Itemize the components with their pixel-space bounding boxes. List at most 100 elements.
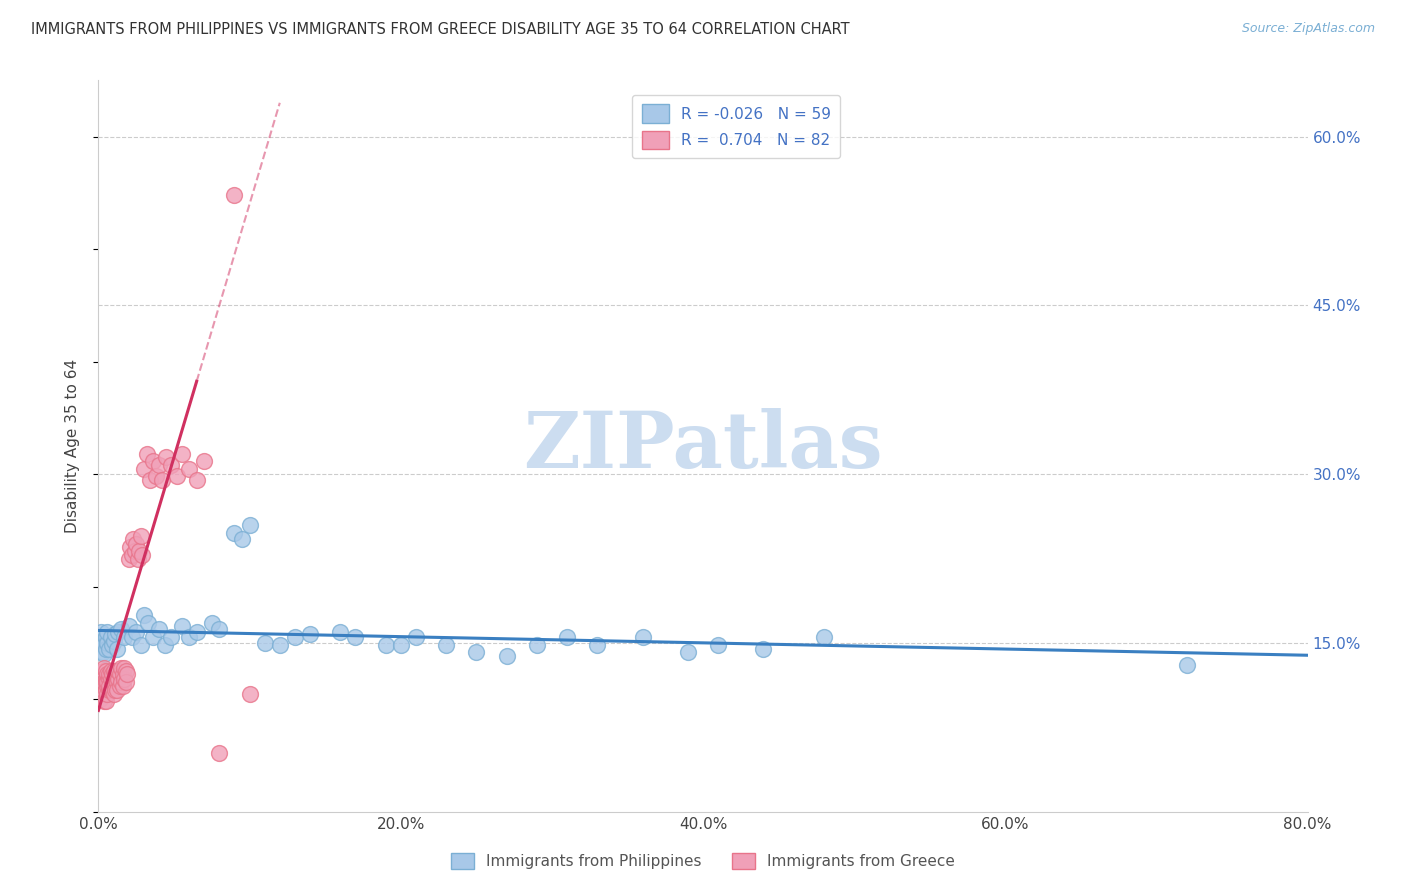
Point bbox=[124, 543, 146, 558]
Point bbox=[110, 675, 132, 690]
Point bbox=[104, 683, 127, 698]
Point bbox=[100, 672, 122, 686]
Point bbox=[179, 630, 201, 644]
Point bbox=[105, 641, 128, 656]
Point bbox=[107, 664, 129, 678]
Point bbox=[299, 627, 322, 641]
Point bbox=[93, 638, 115, 652]
Point bbox=[90, 638, 112, 652]
Point bbox=[103, 633, 125, 648]
Point bbox=[201, 615, 224, 630]
Point bbox=[148, 623, 170, 637]
Legend: R = -0.026   N = 59, R =  0.704   N = 82: R = -0.026 N = 59, R = 0.704 N = 82 bbox=[633, 95, 841, 159]
Point bbox=[224, 525, 246, 540]
Point bbox=[145, 469, 167, 483]
Point bbox=[111, 667, 134, 681]
Point bbox=[93, 675, 115, 690]
Point bbox=[101, 683, 124, 698]
Point bbox=[1175, 658, 1198, 673]
Point bbox=[344, 630, 367, 644]
Point bbox=[128, 543, 150, 558]
Point bbox=[115, 667, 138, 681]
Point bbox=[129, 529, 152, 543]
Text: IMMIGRANTS FROM PHILIPPINES VS IMMIGRANTS FROM GREECE DISABILITY AGE 35 TO 64 CO: IMMIGRANTS FROM PHILIPPINES VS IMMIGRANT… bbox=[31, 22, 849, 37]
Point bbox=[93, 694, 115, 708]
Point bbox=[253, 636, 276, 650]
Point bbox=[96, 679, 118, 693]
Point bbox=[90, 624, 112, 639]
Point bbox=[108, 679, 131, 693]
Point bbox=[284, 630, 307, 644]
Point bbox=[193, 453, 215, 467]
Point bbox=[93, 647, 115, 661]
Point bbox=[555, 630, 578, 644]
Point bbox=[160, 458, 183, 472]
Point bbox=[269, 638, 291, 652]
Point bbox=[98, 679, 121, 693]
Point bbox=[125, 624, 148, 639]
Text: Source: ZipAtlas.com: Source: ZipAtlas.com bbox=[1241, 22, 1375, 36]
Point bbox=[239, 687, 262, 701]
Point bbox=[103, 664, 125, 678]
Point bbox=[103, 675, 125, 690]
Point bbox=[98, 641, 121, 656]
Point bbox=[186, 473, 208, 487]
Point bbox=[105, 664, 128, 678]
Point bbox=[129, 638, 152, 652]
Point bbox=[676, 645, 699, 659]
Point bbox=[107, 672, 129, 686]
Point bbox=[170, 619, 193, 633]
Point bbox=[132, 461, 155, 475]
Point bbox=[103, 687, 125, 701]
Point bbox=[105, 683, 128, 698]
Point bbox=[208, 746, 231, 760]
Point bbox=[94, 672, 117, 686]
Point bbox=[90, 675, 112, 690]
Point bbox=[122, 533, 145, 547]
Point bbox=[112, 672, 135, 686]
Point bbox=[104, 667, 127, 681]
Point bbox=[495, 649, 517, 664]
Point bbox=[132, 607, 155, 622]
Point bbox=[94, 641, 117, 656]
Point bbox=[586, 638, 609, 652]
Point bbox=[91, 687, 114, 701]
Point bbox=[526, 638, 548, 652]
Point bbox=[114, 664, 136, 678]
Point bbox=[112, 661, 135, 675]
Point bbox=[89, 672, 111, 686]
Point bbox=[170, 447, 193, 461]
Text: ZIPatlas: ZIPatlas bbox=[523, 408, 883, 484]
Point bbox=[94, 675, 117, 690]
Point bbox=[114, 675, 136, 690]
Point bbox=[103, 672, 125, 686]
Point bbox=[155, 450, 177, 465]
Point bbox=[96, 636, 118, 650]
Point bbox=[752, 641, 775, 656]
Point bbox=[231, 533, 253, 547]
Point bbox=[105, 675, 128, 690]
Point bbox=[150, 473, 173, 487]
Point bbox=[96, 667, 118, 681]
Point bbox=[131, 548, 153, 562]
Point bbox=[121, 548, 143, 562]
Point bbox=[374, 638, 396, 652]
Point bbox=[118, 619, 141, 633]
Point bbox=[127, 551, 149, 566]
Point bbox=[96, 687, 118, 701]
Y-axis label: Disability Age 35 to 64: Disability Age 35 to 64 bbox=[65, 359, 80, 533]
Point bbox=[91, 664, 114, 678]
Point bbox=[94, 694, 117, 708]
Point bbox=[166, 469, 188, 483]
Point bbox=[239, 517, 262, 532]
Point bbox=[98, 667, 121, 681]
Point bbox=[153, 638, 176, 652]
Point bbox=[101, 667, 124, 681]
Point bbox=[101, 679, 124, 693]
Point bbox=[208, 623, 231, 637]
Point bbox=[91, 672, 114, 686]
Point bbox=[100, 683, 122, 698]
Point bbox=[100, 664, 122, 678]
Point bbox=[107, 624, 129, 639]
Point bbox=[112, 630, 135, 644]
